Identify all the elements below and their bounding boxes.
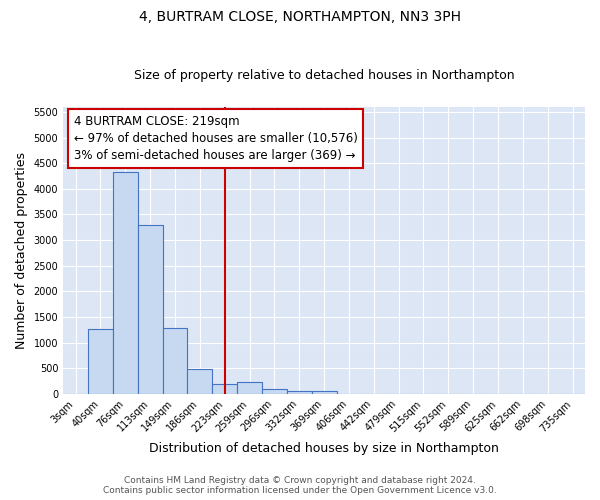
Text: Contains public sector information licensed under the Open Government Licence v3: Contains public sector information licen…: [103, 486, 497, 495]
Y-axis label: Number of detached properties: Number of detached properties: [15, 152, 28, 349]
Text: 4 BURTRAM CLOSE: 219sqm
← 97% of detached houses are smaller (10,576)
3% of semi: 4 BURTRAM CLOSE: 219sqm ← 97% of detache…: [74, 116, 358, 162]
Bar: [262, 389, 287, 394]
X-axis label: Distribution of detached houses by size in Northampton: Distribution of detached houses by size …: [149, 442, 499, 455]
Bar: [311, 391, 337, 394]
Bar: [237, 382, 262, 394]
Bar: [287, 391, 311, 394]
Bar: [163, 328, 187, 394]
Bar: [138, 224, 163, 394]
Bar: [88, 328, 113, 394]
Title: Size of property relative to detached houses in Northampton: Size of property relative to detached ho…: [134, 69, 514, 82]
Bar: [113, 172, 138, 394]
Text: Contains HM Land Registry data © Crown copyright and database right 2024.: Contains HM Land Registry data © Crown c…: [124, 476, 476, 485]
Bar: [212, 384, 237, 394]
Bar: [187, 369, 212, 394]
Text: 4, BURTRAM CLOSE, NORTHAMPTON, NN3 3PH: 4, BURTRAM CLOSE, NORTHAMPTON, NN3 3PH: [139, 10, 461, 24]
